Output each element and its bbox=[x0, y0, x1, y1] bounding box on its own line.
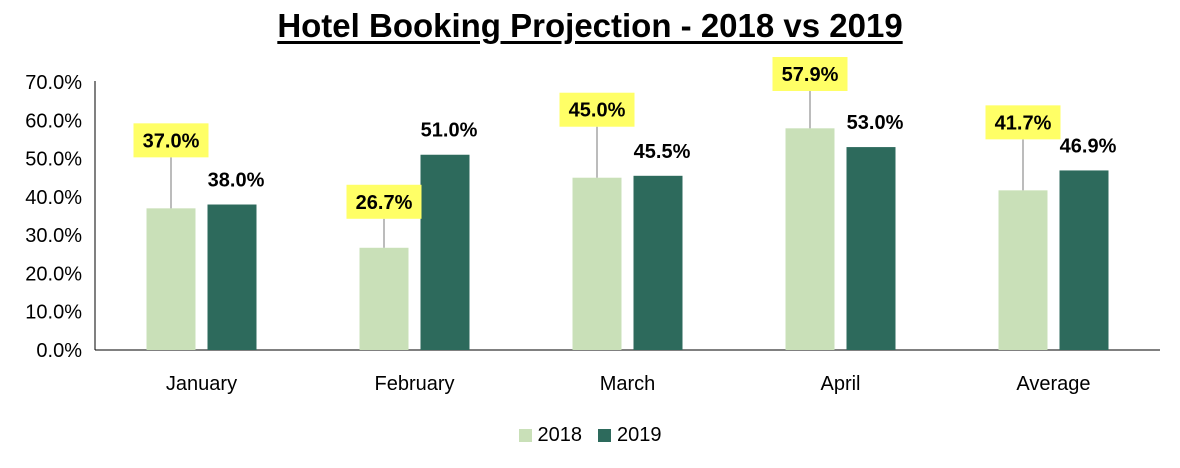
bar-2018 bbox=[785, 128, 835, 350]
bar-2019 bbox=[207, 204, 257, 350]
bar-2019 bbox=[420, 154, 470, 350]
data-label-2019: 45.5% bbox=[634, 141, 691, 163]
legend-item-2018: 2018 bbox=[518, 424, 583, 447]
x-tick-label: April bbox=[820, 373, 860, 395]
y-tick-label: 20.0% bbox=[25, 263, 82, 285]
data-label-2018: 26.7% bbox=[356, 192, 413, 214]
y-tick-label: 50.0% bbox=[25, 149, 82, 171]
data-label-2019: 46.9% bbox=[1060, 135, 1117, 157]
legend: 2018 2019 bbox=[0, 424, 1180, 447]
x-tick-label: March bbox=[600, 373, 656, 395]
bar-2019 bbox=[633, 175, 683, 350]
data-label-2018: 45.0% bbox=[569, 100, 626, 122]
y-tick-label: 40.0% bbox=[25, 187, 82, 209]
data-label-2018: 37.0% bbox=[143, 130, 200, 152]
data-label-2018: 41.7% bbox=[995, 112, 1052, 134]
y-tick-label: 60.0% bbox=[25, 110, 82, 132]
bar-2018 bbox=[146, 208, 196, 350]
y-tick-label: 70.0% bbox=[25, 72, 82, 94]
data-label-highlight bbox=[559, 92, 635, 127]
legend-label-2019: 2019 bbox=[617, 424, 662, 446]
data-label-highlight bbox=[985, 105, 1061, 140]
data-label-2019: 51.0% bbox=[421, 120, 478, 142]
data-label-highlight bbox=[346, 184, 422, 219]
y-tick-label: 10.0% bbox=[25, 302, 82, 324]
bar-2019 bbox=[1059, 170, 1109, 350]
y-tick-label: 0.0% bbox=[36, 340, 82, 362]
bar-2018 bbox=[359, 247, 409, 350]
data-label-highlight bbox=[133, 123, 209, 158]
x-tick-label: Average bbox=[1016, 373, 1090, 395]
bar-2019 bbox=[846, 147, 896, 350]
data-label-2018: 57.9% bbox=[782, 64, 839, 86]
y-tick-label: 30.0% bbox=[25, 225, 82, 247]
legend-swatch-2018 bbox=[518, 429, 532, 442]
data-label-2019: 38.0% bbox=[208, 170, 265, 192]
bar-2018 bbox=[572, 177, 622, 350]
data-label-highlight bbox=[772, 57, 848, 91]
bar-2018 bbox=[998, 190, 1048, 350]
x-tick-label: February bbox=[374, 373, 454, 395]
legend-label-2018: 2018 bbox=[537, 424, 583, 446]
legend-swatch-2019 bbox=[598, 429, 611, 442]
legend-item-2019: 2019 bbox=[598, 424, 662, 447]
chart-title: Hotel Booking Projection - 2018 vs 2019 bbox=[277, 7, 903, 44]
data-label-2019: 53.0% bbox=[847, 112, 904, 134]
x-tick-label: January bbox=[166, 373, 237, 395]
